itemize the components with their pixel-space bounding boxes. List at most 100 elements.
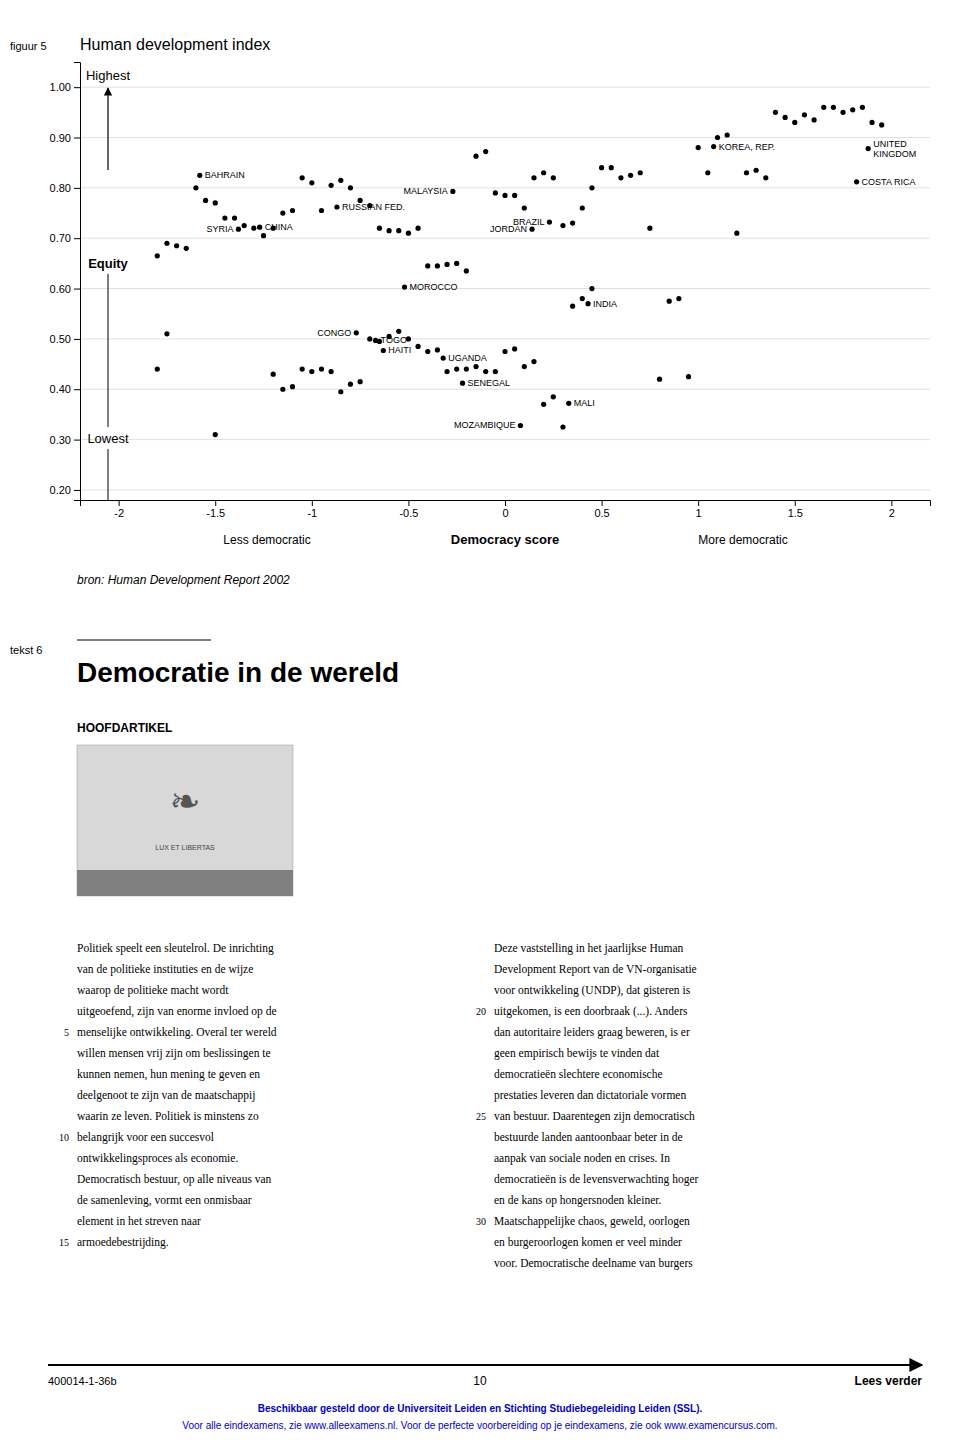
y-tick-mark <box>74 440 80 441</box>
x-tick: -1.5 <box>206 500 225 519</box>
scale-label-bottom: Lowest <box>87 431 129 446</box>
scatter-point <box>783 115 788 120</box>
scatter-point <box>396 228 401 233</box>
section-label: HOOFDARTIKEL <box>77 721 172 735</box>
body-line: voor ontwikkeling (UNDP), dat gisteren i… <box>494 984 691 997</box>
line-number: 30 <box>476 1216 486 1227</box>
grid-line <box>80 137 930 138</box>
scatter-point <box>309 180 314 185</box>
labeled-point <box>711 144 716 149</box>
source: bron: Human Development Report 2002 <box>77 573 290 587</box>
scatter-point <box>348 185 353 190</box>
body-line: Maatschappelijke chaos, geweld, oorlogen <box>494 1215 690 1228</box>
point-label: INDIA <box>593 299 617 309</box>
point-label: UNITEDKINGDOM <box>873 139 916 159</box>
point-label: RUSSIAN FED. <box>342 202 405 212</box>
scatter-point <box>599 165 604 170</box>
point-label: BAHRAIN <box>205 170 245 180</box>
labeled-point <box>373 338 378 343</box>
text-label: tekst 6 <box>10 644 42 656</box>
scatter-point <box>763 175 768 180</box>
scatter-point <box>164 331 169 336</box>
scatter-point <box>618 175 623 180</box>
scale-label-top: Highest <box>86 68 130 83</box>
labeled-point <box>441 355 446 360</box>
body-line: van bestuur. Daarentegen zijn democratis… <box>494 1110 695 1123</box>
point-label: CHINA <box>265 222 293 232</box>
x-axis: -2-1.5-1-0.500.511.52 <box>81 500 931 519</box>
scatter-point <box>580 296 585 301</box>
x-tick-mark <box>505 500 506 506</box>
body-line: deelgenoot te zijn van de maatschappij <box>77 1089 256 1102</box>
body-line: uitgekomen, is een doorbraak (...). Ande… <box>494 1005 688 1018</box>
scatter-point <box>155 367 160 372</box>
image-box: ❧LUX ET LIBERTAS <box>77 745 293 896</box>
scatter-point <box>232 215 237 220</box>
labeled-point <box>402 284 407 289</box>
scatter-point <box>609 165 614 170</box>
separator <box>77 640 211 641</box>
scatter-point <box>725 132 730 137</box>
labeled-point <box>518 423 523 428</box>
line-number: 5 <box>64 1027 69 1038</box>
body-column: Politiek speelt een sleutelrol. De inric… <box>59 942 277 1249</box>
scatter-point <box>300 175 305 180</box>
y-tick: 0.60 <box>50 283 80 295</box>
scatter-point <box>522 364 527 369</box>
body-line: de samenleving, vormt een onmisbaar <box>77 1194 252 1207</box>
x-tick: 1 <box>696 500 702 519</box>
x-tick-mark <box>795 500 796 506</box>
grid-line <box>80 238 930 239</box>
x-axis-title: Democracy score <box>451 532 559 547</box>
scatter-point <box>696 145 701 150</box>
scatter-point <box>184 246 189 251</box>
x-tick-label: -2 <box>114 507 124 519</box>
scale-label-middle: Equity <box>88 256 128 271</box>
labeled-point <box>381 348 386 353</box>
y-tick-mark <box>74 339 80 340</box>
scatter-point <box>811 117 816 122</box>
scale-line <box>108 274 109 427</box>
y-tick-mark <box>74 389 80 390</box>
grid-line <box>80 439 930 440</box>
scatter-point <box>676 296 681 301</box>
labeled-point <box>354 330 359 335</box>
grid <box>80 87 930 490</box>
scatter-point <box>203 198 208 203</box>
y-tick-mark <box>74 238 80 239</box>
scatter-point <box>415 226 420 231</box>
body-line: ontwikkelingsproces als economie. <box>77 1152 238 1165</box>
labeled-point <box>334 204 339 209</box>
body-line: democratieën slechtere economische <box>494 1068 663 1080</box>
body-line: democratieën is de levensverwachting hog… <box>494 1173 699 1186</box>
point-labels: BAHRAINSYRIACHINARUSSIAN FED.MALAYSIABRA… <box>205 139 916 431</box>
scatter-point <box>589 286 594 291</box>
body-line: Democratisch bestuur, op alle niveaus va… <box>77 1173 272 1186</box>
y-tick-label: 0.30 <box>50 434 71 446</box>
scatter-point <box>444 369 449 374</box>
y-tick: 0.40 <box>50 383 80 395</box>
scatter-point <box>541 170 546 175</box>
scatter-point <box>213 432 218 437</box>
x-tick-mark <box>408 500 409 506</box>
y-tick: 0.80 <box>50 182 80 194</box>
body-line: uitgeoefend, zijn van enorme invloed op … <box>77 1005 277 1018</box>
point-label: MOZAMBIQUE <box>454 420 516 430</box>
grid-line <box>80 288 930 289</box>
points <box>155 105 885 437</box>
emblem: ❧ <box>169 781 200 822</box>
point-label: SYRIA <box>206 224 233 234</box>
scatter-point <box>425 349 430 354</box>
body-line: waarin ze leven. Politiek is minstens zo <box>77 1110 259 1122</box>
x-axis-line <box>81 501 931 507</box>
scatter-point <box>319 367 324 372</box>
y-tick: 0.20 <box>50 484 80 496</box>
body-line: menselijke ontwikkeling. Overal ter were… <box>77 1026 277 1039</box>
x-tick-label: -1.5 <box>206 507 225 519</box>
x-tick-mark <box>119 500 120 506</box>
body-line: bestuurde landen aantoonbaar beter in de <box>494 1131 683 1143</box>
grid-line <box>80 187 930 188</box>
point-label: COSTA RICA <box>862 177 916 187</box>
scatter-point <box>386 228 391 233</box>
body-line: van de politieke instituties en de wijze <box>77 963 253 976</box>
